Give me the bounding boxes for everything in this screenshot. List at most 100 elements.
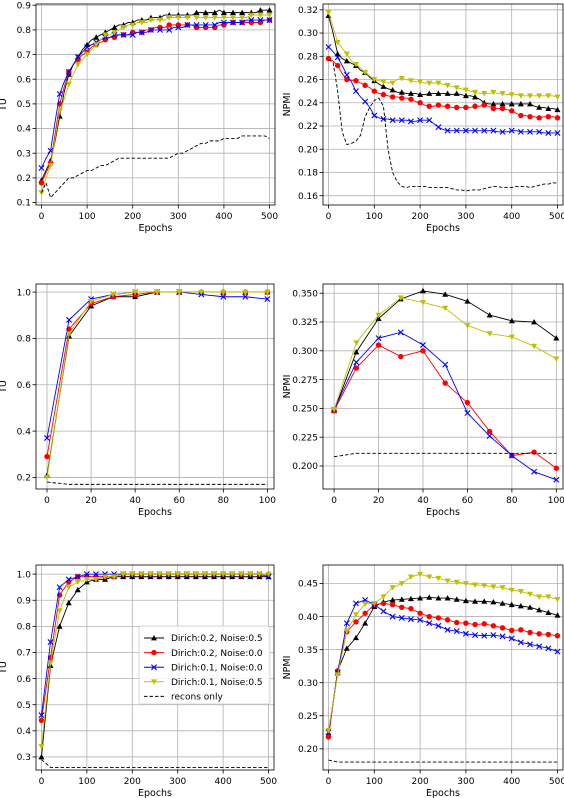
data-point [389, 613, 396, 620]
data-point [435, 90, 442, 96]
axes-frame [322, 3, 564, 206]
data-point [248, 17, 255, 24]
plot-area [325, 9, 561, 192]
data-point [444, 103, 451, 109]
data-point [201, 571, 208, 578]
data-point [230, 9, 237, 16]
data-point [472, 598, 479, 604]
legend-marker [151, 649, 157, 656]
data-point [454, 104, 460, 111]
x-tick-label: 40 [129, 496, 141, 506]
y-tick-label: 0.200 [292, 462, 318, 472]
series-line [328, 599, 558, 733]
data-point [508, 334, 515, 340]
data-point [147, 17, 154, 24]
data-point [353, 77, 359, 84]
data-point [120, 31, 127, 38]
x-tick-label: 100 [548, 496, 564, 506]
data-point [553, 356, 560, 362]
data-point [47, 147, 54, 154]
data-point [554, 129, 561, 136]
y-tick-label: 0.7 [17, 51, 31, 61]
data-point [129, 31, 136, 38]
data-point [472, 621, 478, 628]
data-point [111, 24, 118, 30]
data-point [66, 331, 73, 337]
data-point [398, 117, 405, 124]
legend-marker [151, 664, 157, 671]
data-point [102, 574, 109, 580]
data-point [343, 628, 350, 635]
series-2 [325, 600, 561, 740]
data-point [462, 581, 469, 587]
data-point [343, 645, 350, 651]
data-point [389, 86, 396, 93]
data-point [193, 9, 200, 16]
data-point [435, 622, 442, 629]
data-point [47, 639, 54, 646]
data-point [531, 468, 538, 475]
y-tick-label: 0.35 [298, 646, 318, 656]
data-point [420, 287, 426, 294]
data-point [352, 612, 359, 618]
y-tick-label: 0.32 [298, 6, 318, 16]
data-point [481, 583, 488, 589]
series-line [328, 759, 558, 763]
data-point [462, 92, 469, 99]
data-point [527, 591, 534, 598]
data-point [444, 617, 451, 623]
y-tick-label: 0.3 [17, 753, 31, 763]
y-axis-label: NPMI [282, 375, 293, 399]
data-point [490, 632, 497, 639]
y-tick-label: 0.20 [298, 745, 318, 755]
data-point [44, 435, 51, 442]
data-point [266, 12, 273, 19]
y-tick-label: 0.275 [292, 376, 318, 386]
data-point [517, 589, 524, 595]
series-2 [325, 55, 561, 121]
data-point [266, 17, 273, 24]
data-point [420, 300, 426, 306]
data-point [462, 597, 469, 604]
data-point [508, 92, 515, 98]
data-point [508, 601, 515, 608]
legend-label: Dirich:0.1, Noise:0.0 [171, 663, 263, 673]
data-point [156, 571, 163, 578]
chart-panel-6: 0 100 200 300 400 500 0.20 0.25 0.30 0.35 0.40 0.45… [282, 564, 564, 798]
data-point [230, 15, 237, 21]
series-3 [325, 597, 561, 736]
y-tick-label: 0.350 [292, 289, 318, 299]
data-point [435, 80, 442, 87]
data-point [490, 127, 497, 134]
series-4 [331, 295, 560, 413]
data-point [527, 93, 534, 99]
y-tick-label: 0.4 [17, 727, 32, 737]
data-point [545, 93, 552, 99]
data-point [398, 614, 405, 621]
data-point [266, 7, 273, 13]
data-point [242, 293, 249, 300]
axes-frame [322, 283, 564, 490]
data-point [371, 600, 378, 607]
data-point [444, 578, 451, 584]
data-point [536, 104, 543, 110]
data-point [417, 571, 424, 578]
data-point [536, 128, 543, 135]
data-point [238, 571, 245, 578]
data-point [362, 601, 369, 608]
data-point [38, 712, 45, 719]
data-point [211, 571, 218, 578]
data-point [362, 98, 369, 105]
data-point [499, 585, 506, 591]
data-point [38, 180, 45, 186]
data-point [453, 628, 460, 635]
data-point [202, 21, 209, 28]
series-2 [38, 17, 273, 186]
data-point [239, 19, 246, 26]
data-point [536, 594, 543, 600]
data-point [175, 24, 182, 31]
data-point [325, 727, 332, 734]
x-tick-label: 80 [218, 496, 230, 506]
data-point [481, 632, 488, 639]
